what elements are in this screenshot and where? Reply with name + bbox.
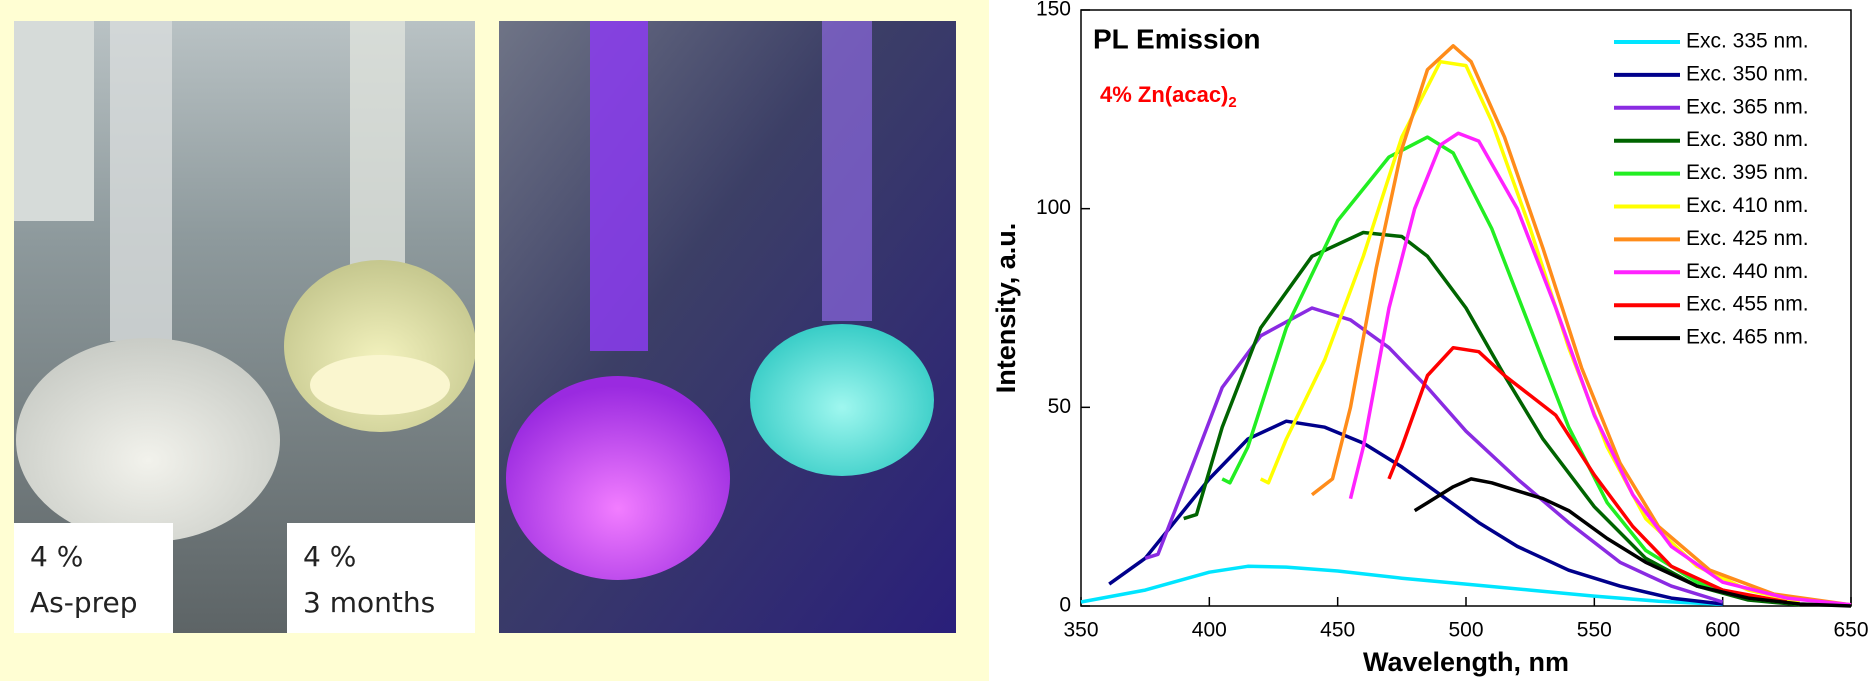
x-axis-title: Wavelength, nm <box>1363 647 1569 677</box>
y-tick-label: 100 <box>1036 196 1071 219</box>
legend-label: Exc. 425 nm. <box>1686 227 1809 250</box>
legend-label: Exc. 395 nm. <box>1686 161 1809 184</box>
legend-label: Exc. 350 nm. <box>1686 62 1809 85</box>
x-tick-label: 350 <box>1063 619 1098 642</box>
legend-label: Exc. 465 nm. <box>1686 326 1809 349</box>
legend-label: Exc. 440 nm. <box>1686 260 1809 283</box>
x-tick-label: 550 <box>1577 619 1612 642</box>
chart-subtitle: 4% Zn(acac)2 <box>1100 82 1237 111</box>
legend-label: Exc. 365 nm. <box>1686 95 1809 118</box>
legend-label: Exc. 410 nm. <box>1686 194 1809 217</box>
photo-label: 4 % <box>303 540 356 573</box>
photo-label: 4 % <box>30 540 83 573</box>
legend-label: Exc. 455 nm. <box>1686 293 1809 316</box>
legend-label: Exc. 335 nm. <box>1686 30 1809 53</box>
legend-label: Exc. 380 nm. <box>1686 128 1809 151</box>
y-axis-title: Intensity, a.u. <box>991 223 1021 394</box>
x-tick-label: 650 <box>1833 619 1868 642</box>
y-tick-label: 0 <box>1059 594 1071 617</box>
photo-uv <box>499 21 956 633</box>
photo-label: As-prep <box>30 586 138 619</box>
page: 4 % As-prep 4 % 3 months PL Emission 4% … <box>0 0 1873 681</box>
x-tick-label: 400 <box>1192 619 1227 642</box>
photo-label: 3 months <box>303 586 435 619</box>
chart-title: PL Emission <box>1093 23 1261 54</box>
y-tick-label: 50 <box>1048 395 1071 418</box>
x-tick-label: 600 <box>1705 619 1740 642</box>
x-tick-label: 450 <box>1320 619 1355 642</box>
y-tick-label: 150 <box>1036 0 1071 21</box>
x-tick-label: 500 <box>1448 619 1483 642</box>
